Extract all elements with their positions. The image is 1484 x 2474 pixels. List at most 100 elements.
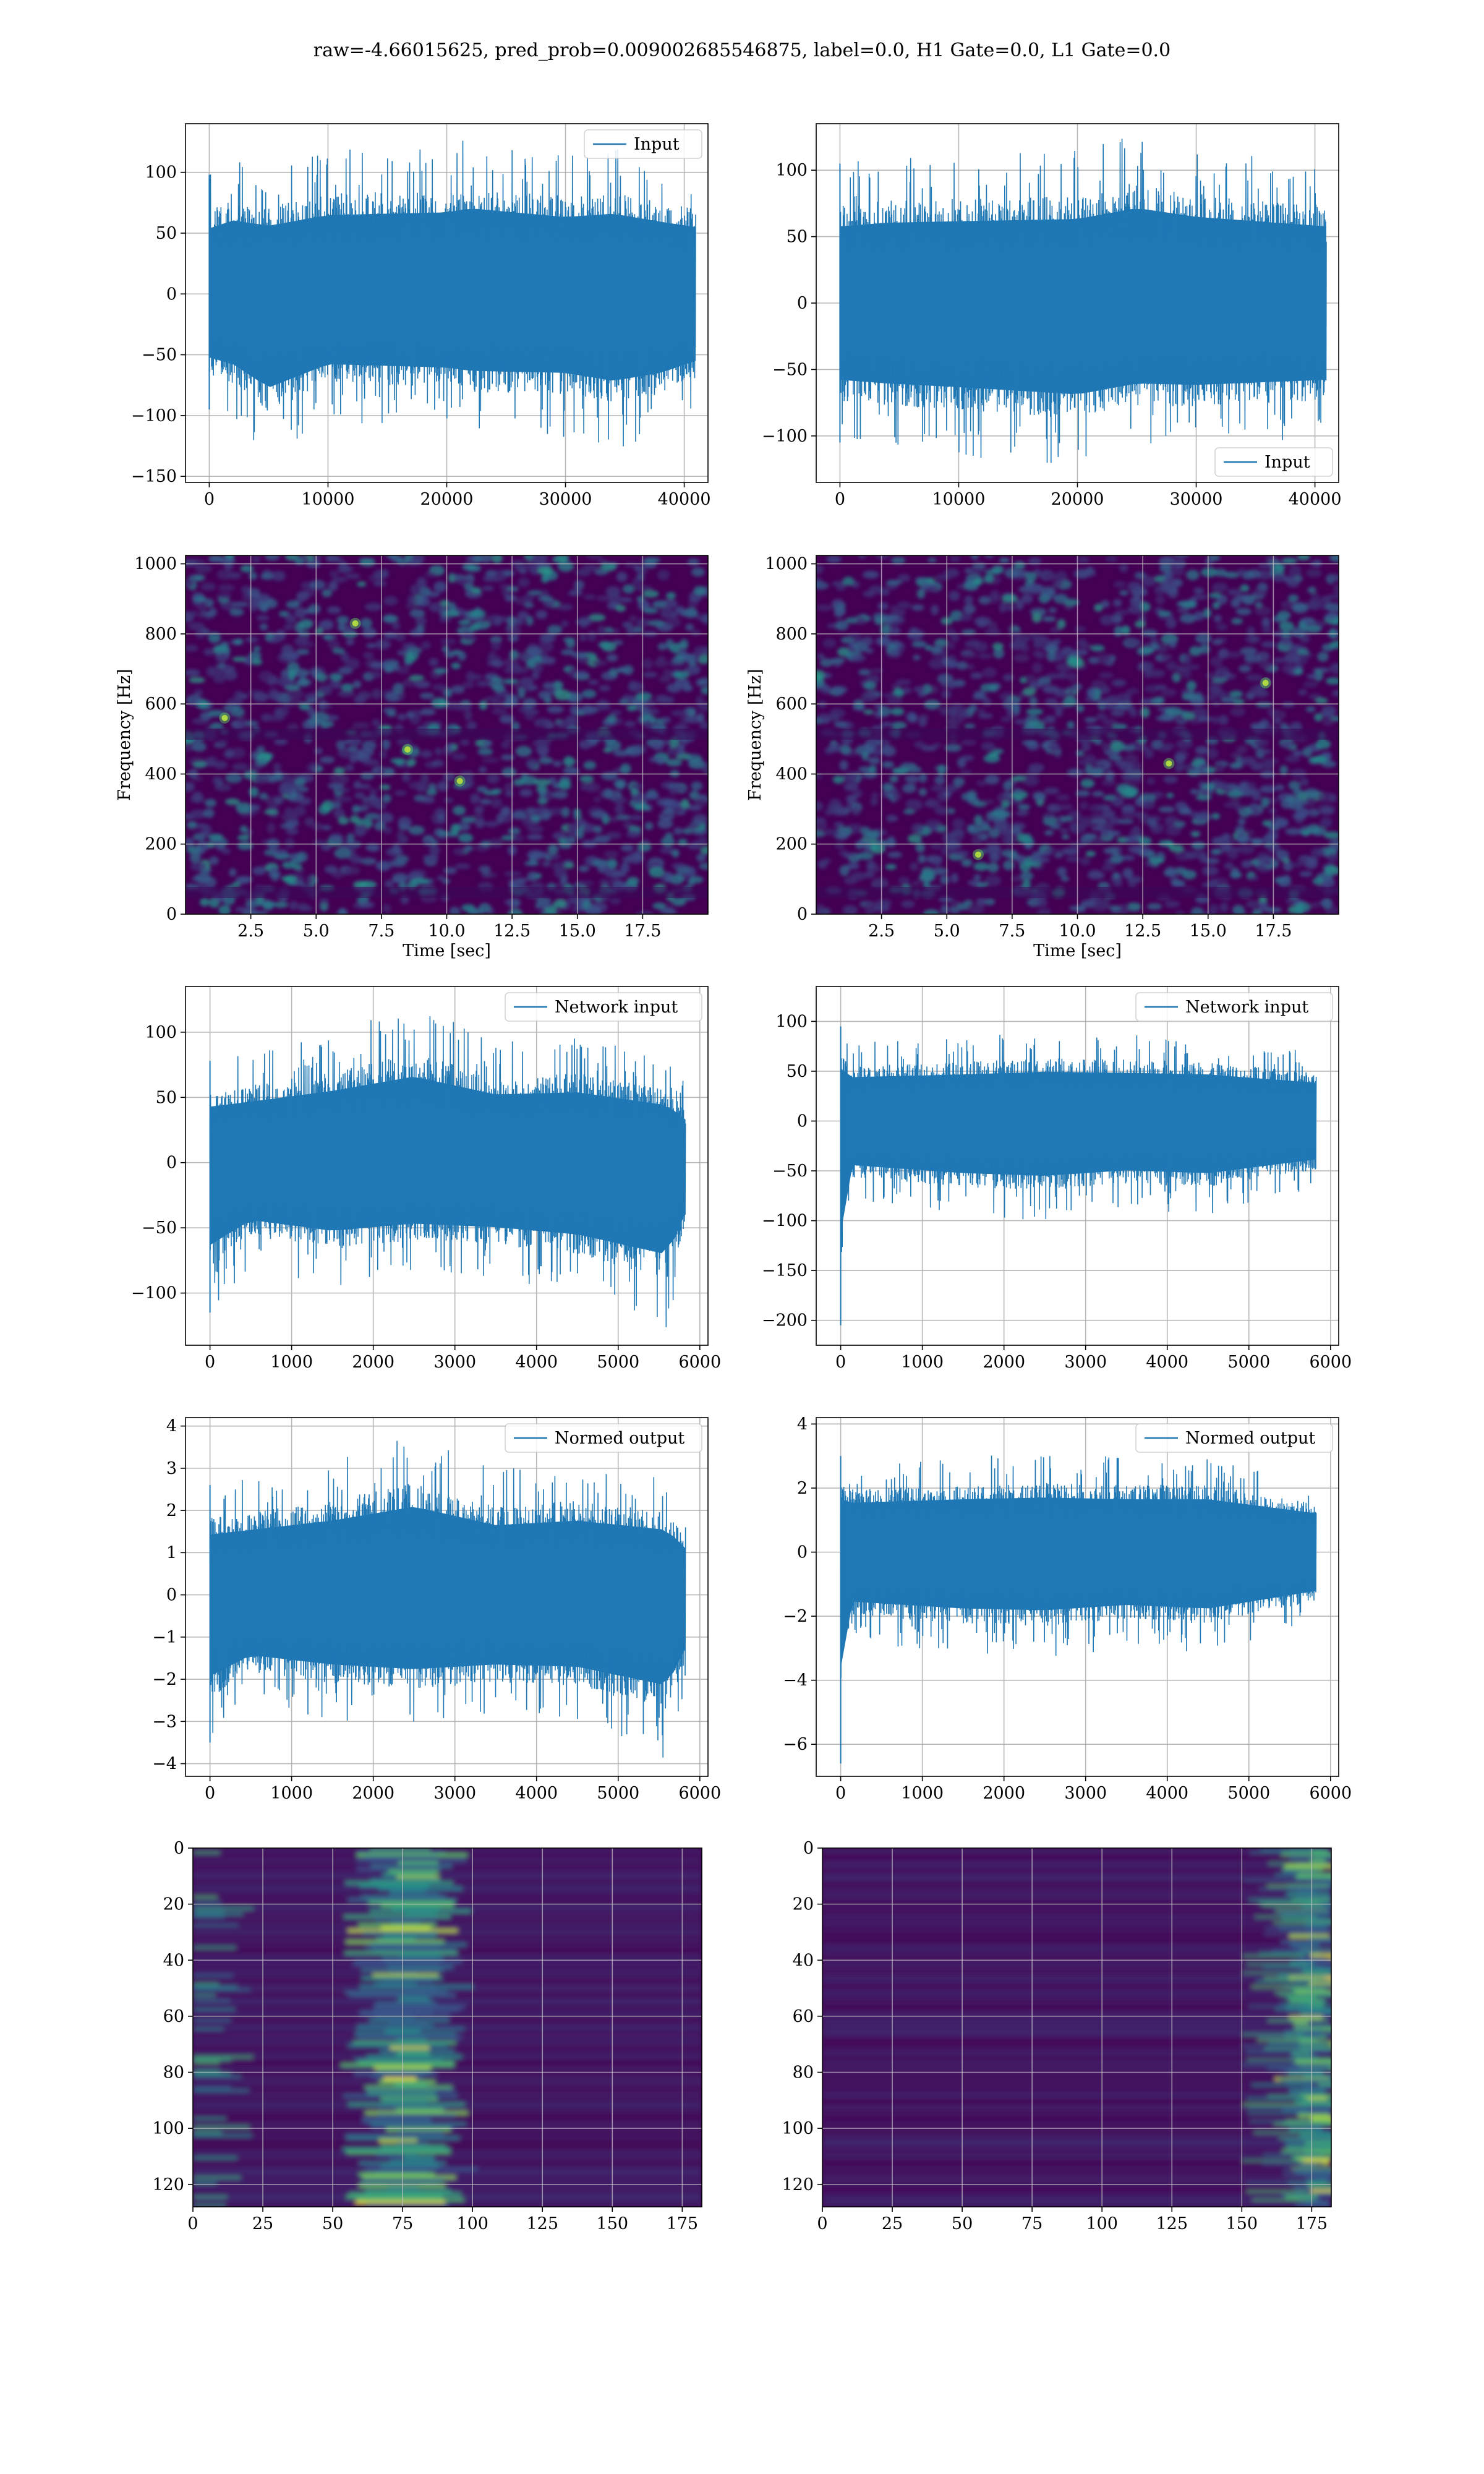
l1-spectrogram-grid <box>816 555 1339 914</box>
h1-normed-output-plot-area <box>186 1418 708 1776</box>
l1-feature-map-panel: 0 25 50 75 100 125 150 175 0 20 40 60 80 100 120 <box>782 1839 1332 2233</box>
h1-spectrogram-panel: 2.5 5.0 7.5 10.0 12.5 15.0 17.5 1000 800 600 400 20… <box>115 555 709 961</box>
l1-network-input-panel: 0 1000 2000 3000 4000 5000 6000 100 50 0 −50 −100 −1… <box>762 986 1352 1372</box>
h1-spectrogram-y-tick-label: 600 <box>145 695 177 714</box>
l1-normed-output-legend-box <box>1135 1423 1333 1453</box>
h1-spectrogram-y-tick-label: 800 <box>145 625 177 644</box>
h1-input-legend: Input <box>584 129 702 159</box>
h1-spectrogram-plot-area <box>186 555 708 914</box>
h1-network-input-panel: 0 1000 2000 3000 4000 5000 6000 100 50 0 −50 −100 Ne… <box>131 986 721 1372</box>
l1-feature-map-y-tick-label: 120 <box>782 2175 814 2194</box>
l1-normed-output-y-tick-label: 4 <box>797 1415 808 1434</box>
h1-normed-output-x-tick-label: 4000 <box>515 1784 558 1803</box>
h1-input-x-tick-label: 0 <box>204 490 215 509</box>
h1-feature-map-grid <box>193 1848 702 2207</box>
l1-spectrogram-x-tick-label: 12.5 <box>1124 922 1161 941</box>
l1-input-series-line <box>839 139 1327 463</box>
l1-input-y-tick-label: 50 <box>787 228 808 247</box>
l1-spectrogram-plot-area <box>816 555 1339 914</box>
h1-feature-map-plot-area <box>193 1848 702 2207</box>
l1-input-legend-box <box>1214 447 1333 477</box>
h1-normed-output-x-tick-label: 3000 <box>433 1784 476 1803</box>
h1-feature-map-y-tick-label: 100 <box>152 2119 184 2138</box>
h1-feature-map-texture <box>193 1848 702 2207</box>
h1-network-input-y-tick-label: −50 <box>142 1218 177 1238</box>
l1-feature-map-y-tick-label: 0 <box>803 1839 814 1858</box>
l1-network-input-frame <box>816 986 1339 1346</box>
h1-feature-map-x-tick-label: 125 <box>526 2214 558 2233</box>
l1-input-y-tick-label: 0 <box>797 294 808 313</box>
h1-input-x-tick-label: 10000 <box>302 490 355 509</box>
h1-input-x-tick-label: 20000 <box>420 490 474 509</box>
l1-input-x-tick-label: 30000 <box>1170 490 1223 509</box>
l1-input-x-tick-label: 20000 <box>1051 490 1104 509</box>
l1-spectrogram-x-tick-label: 15.0 <box>1190 922 1227 941</box>
h1-feature-map-frame <box>192 1847 702 2207</box>
l1-input-x-tick-label: 10000 <box>932 490 986 509</box>
l1-spectrogram-x-axis-label: Time [sec] <box>1033 941 1122 961</box>
l1-input-legend-label: Input <box>1264 453 1310 472</box>
l1-network-input-x-tick-label: 0 <box>835 1353 846 1372</box>
l1-normed-output-plot-area <box>816 1418 1339 1776</box>
h1-normed-output-x-tick-label: 2000 <box>352 1784 394 1803</box>
l1-spectrogram-y-axis-label: Frequency [Hz] <box>746 669 765 800</box>
l1-input-panel: 0 10000 20000 30000 40000 100 50 0 −50 −100 Input <box>762 123 1342 509</box>
h1-input-y-tick-label: −150 <box>131 467 177 486</box>
l1-network-input-x-tick-label: 1000 <box>901 1353 944 1372</box>
h1-spectrogram-x-tick-label: 15.0 <box>559 922 596 941</box>
l1-feature-map-x-tick-label: 75 <box>1021 2214 1043 2233</box>
l1-normed-output-y-tick-label: −4 <box>783 1671 808 1690</box>
l1-feature-map-y-tick-label: 60 <box>793 2007 814 2026</box>
l1-normed-output-x-tick-label: 3000 <box>1064 1784 1107 1803</box>
h1-network-input-x-tick-label: 0 <box>205 1353 215 1372</box>
h1-input-plot-area <box>186 124 708 482</box>
h1-network-input-x-tick-label: 6000 <box>678 1353 721 1372</box>
l1-spectrogram-panel: 2.5 5.0 7.5 10.0 12.5 15.0 17.5 1000 800 600 400 20… <box>746 555 1339 961</box>
h1-network-input-x-tick-label: 5000 <box>597 1353 639 1372</box>
h1-network-input-x-tick-label: 2000 <box>352 1353 394 1372</box>
l1-network-input-x-tick-label: 5000 <box>1227 1353 1270 1372</box>
h1-normed-output-y-tick-label: 4 <box>166 1417 177 1436</box>
h1-normed-output-y-tick-label: 0 <box>166 1586 177 1605</box>
h1-feature-map-y-tick-label: 80 <box>163 2063 184 2082</box>
h1-feature-map-x-tick-label: 75 <box>392 2214 413 2233</box>
h1-normed-output-y-tick-label: −4 <box>152 1755 177 1774</box>
h1-spectrogram-y-tick-label: 400 <box>145 764 177 784</box>
l1-normed-output-x-tick-label: 2000 <box>983 1784 1025 1803</box>
l1-feature-map-x-tick-label: 100 <box>1086 2214 1118 2233</box>
h1-input-x-tick-label: 40000 <box>658 490 711 509</box>
l1-network-input-y-tick-label: 50 <box>787 1062 808 1081</box>
h1-spectrogram-y-tick-label: 200 <box>145 835 177 854</box>
l1-spectrogram-x-tick-label: 7.5 <box>999 922 1025 941</box>
h1-feature-map-x-tick-label: 100 <box>456 2214 488 2233</box>
h1-normed-output-y-tick-label: 3 <box>166 1459 177 1478</box>
h1-network-input-y-tick-label: 100 <box>145 1023 177 1042</box>
h1-spectrogram-x-axis-label: Time [sec] <box>403 941 491 961</box>
h1-input-y-tick-label: −100 <box>131 406 177 426</box>
l1-spectrogram-y-tick-label: 400 <box>775 764 808 784</box>
l1-normed-output-x-tick-label: 1000 <box>901 1784 944 1803</box>
h1-network-input-legend-box <box>505 992 702 1022</box>
l1-normed-output-frame <box>816 1417 1339 1777</box>
h1-network-input-y-tick-label: 0 <box>166 1154 177 1173</box>
l1-input-plot-area <box>816 124 1339 482</box>
h1-normed-output-x-tick-label: 6000 <box>678 1784 721 1803</box>
h1-input-y-tick-label: −50 <box>142 346 177 365</box>
l1-feature-map-y-tick-label: 40 <box>793 1951 814 1970</box>
l1-network-input-y-tick-label: 0 <box>797 1112 808 1131</box>
l1-network-input-y-tick-label: −200 <box>762 1311 808 1330</box>
h1-spectrogram-y-tick-label: 0 <box>166 905 177 924</box>
h1-feature-map-x-tick-label: 25 <box>252 2214 273 2233</box>
h1-spectrogram-y-axis-label: Frequency [Hz] <box>115 669 134 800</box>
l1-spectrogram-x-tick-label: 17.5 <box>1255 922 1292 941</box>
l1-network-input-y-tick-label: −50 <box>772 1162 808 1181</box>
l1-spectrogram-y-tick-label: 800 <box>775 625 808 644</box>
h1-feature-map-x-tick-label: 175 <box>667 2214 699 2233</box>
l1-feature-map-y-tick-label: 20 <box>793 1895 814 1914</box>
l1-feature-map-x-tick-label: 50 <box>952 2214 973 2233</box>
h1-spectrogram-grid <box>186 555 708 914</box>
l1-spectrogram-y-tick-label: 0 <box>797 905 808 924</box>
h1-normed-output-panel: 0 1000 2000 3000 4000 5000 6000 4 3 2 1 0 −1 −2 −3 −4 No… <box>152 1417 721 1803</box>
h1-network-input-x-tick-label: 4000 <box>515 1353 558 1372</box>
